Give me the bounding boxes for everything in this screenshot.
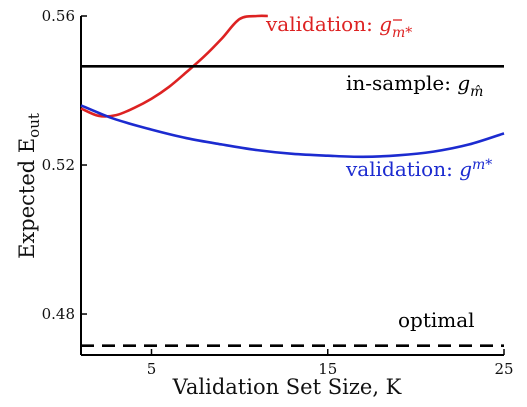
annotation-insample: in-sample: gm̂	[346, 71, 483, 100]
annotation-validation-bar-prefix: validation:	[265, 12, 379, 36]
annotation-validation-sub: m*	[472, 157, 492, 173]
y-tick-label: 0.48	[42, 305, 75, 323]
y-tick-label: 0.52	[42, 156, 75, 174]
tick-group: 5 15 25 0.48 0.52 0.56	[42, 7, 514, 378]
series-line-validation-g-m	[80, 104, 505, 159]
annotation-insample-prefix: in-sample:	[346, 71, 457, 95]
annotation-validation-math: g	[459, 157, 472, 181]
annotation-validation-prefix: validation:	[345, 157, 459, 181]
annotation-insample-math: g	[457, 71, 470, 95]
annotation-validation-bar-sub: m*	[392, 25, 412, 41]
y-axis-title-main: Expected E	[15, 138, 39, 259]
x-tick-label: 5	[147, 360, 157, 378]
y-axis-title: Expected Eout	[15, 113, 43, 259]
annotation-validation-bar: validation: gm*	[265, 12, 412, 41]
x-axis-title: Validation Set Size, K	[172, 375, 402, 399]
x-tick-label: 15	[318, 360, 337, 378]
x-tick-label: 25	[494, 360, 513, 378]
annotation-optimal: optimal	[398, 308, 475, 332]
y-tick-label: 0.56	[42, 7, 75, 25]
series-line-validation-g-bar-m	[80, 14, 268, 118]
annotation-validation: validation: gm*	[345, 157, 492, 181]
annotation-insample-sub: m̂	[470, 84, 483, 100]
series-group	[80, 14, 505, 347]
annotation-validation-bar-math: g	[379, 12, 392, 36]
y-axis-title-sub: out	[25, 113, 43, 138]
